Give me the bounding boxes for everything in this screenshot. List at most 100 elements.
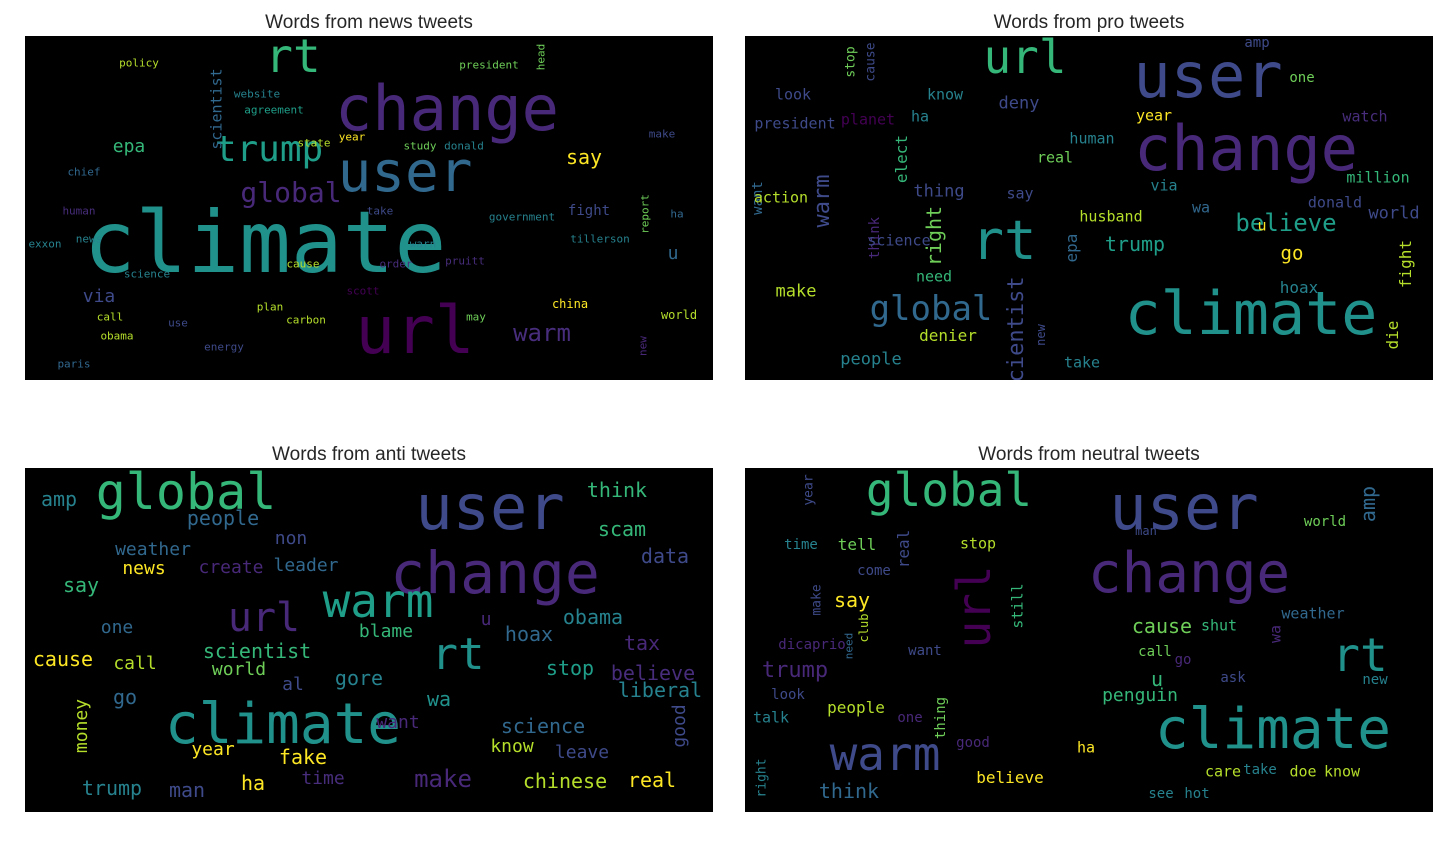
word-neutral-user: user: [1109, 471, 1259, 544]
word-news-tillerson: tillerson: [570, 232, 630, 246]
word-neutral-look: look: [771, 687, 805, 703]
word-news-scott: scott: [346, 284, 380, 298]
word-news-cause: cause: [286, 257, 320, 271]
word-anti-tax: tax: [623, 631, 661, 655]
word-neutral-climate: climate: [1154, 697, 1392, 762]
word-neutral-take: take: [1243, 762, 1277, 778]
word-news-use: use: [168, 316, 188, 330]
word-anti-world: world: [211, 659, 267, 680]
word-neutral-ask: ask: [1220, 670, 1246, 686]
word-anti-chinese: chinese: [522, 769, 608, 793]
news-panel-title: Words from news tweets: [265, 12, 473, 33]
word-news-new: new: [636, 336, 650, 356]
neutral-panel-title: Words from neutral tweets: [978, 444, 1200, 465]
word-pro-action: action: [753, 188, 809, 207]
word-pro-year: year: [1135, 106, 1173, 125]
word-neutral-make: make: [809, 584, 825, 616]
word-news-news: news: [75, 232, 103, 246]
word-pro-make: make: [775, 281, 817, 302]
word-news-warn: warn: [409, 237, 437, 251]
word-neutral-call: call: [1138, 644, 1172, 660]
word-anti-cause: cause: [32, 647, 94, 671]
word-neutral-rt: rt: [1332, 628, 1388, 682]
word-news-president: president: [459, 58, 519, 72]
word-news-take: take: [366, 204, 394, 218]
word-neutral-wa: wa: [1266, 624, 1285, 644]
word-pro-planet: planet: [840, 110, 896, 129]
word-pro-hoax: hoax: [1279, 278, 1319, 297]
word-news-government: government: [488, 210, 556, 224]
word-neutral-time: time: [784, 537, 818, 553]
word-neutral-thing: thing: [933, 696, 949, 740]
word-news-science: science: [123, 267, 171, 281]
word-neutral-doe: doe: [1289, 762, 1317, 781]
word-news-make: make: [648, 127, 676, 141]
word-anti-change: change: [390, 539, 600, 607]
word-neutral-believe: believe: [976, 768, 1044, 787]
word-neutral-club: club: [857, 613, 871, 643]
word-neutral-penguin: penguin: [1102, 685, 1178, 706]
word-news-via: via: [82, 286, 116, 307]
word-neutral-world: world: [1303, 514, 1347, 530]
word-anti-money: money: [71, 698, 92, 754]
word-anti-real: real: [627, 768, 677, 792]
word-pro-science: science: [867, 231, 931, 250]
word-pro-donald: donald: [1307, 193, 1363, 212]
word-news-year: year: [338, 130, 366, 144]
word-pro-say: say: [1006, 184, 1034, 203]
word-neutral-cause: cause: [1131, 614, 1193, 638]
word-news-url: url: [355, 292, 475, 369]
word-news-user: user: [337, 140, 473, 205]
word-neutral-need: need: [842, 632, 856, 660]
word-anti-leader: leader: [273, 555, 339, 576]
word-neutral-care: care: [1204, 762, 1242, 781]
word-anti-warm: warm: [322, 574, 434, 628]
word-neutral-talk: talk: [752, 708, 790, 727]
word-pro-amp: amp: [1244, 36, 1270, 51]
word-news-energy: energy: [204, 340, 244, 354]
word-news-study: study: [403, 139, 437, 153]
word-neutral-new: new: [1362, 672, 1388, 688]
word-anti-leave: leave: [554, 742, 610, 763]
word-pro-via: via: [1150, 176, 1178, 195]
word-anti-u: u: [480, 609, 492, 630]
word-news-u: u: [667, 243, 679, 264]
word-pro-people: people: [840, 349, 902, 370]
word-news-website: website: [233, 87, 281, 101]
word-news-climate: climate: [83, 193, 447, 293]
word-neutral-global: global: [865, 468, 1033, 517]
word-anti-liberal: liberal: [617, 678, 703, 702]
word-news-may: may: [466, 310, 486, 324]
word-anti-scientist: scientist: [202, 639, 312, 663]
word-neutral-see: see: [1148, 786, 1174, 802]
word-pro-know: know: [926, 85, 964, 104]
word-news-head: head: [534, 43, 548, 71]
word-neutral-ha: ha: [1076, 738, 1096, 757]
word-anti-science: science: [500, 714, 586, 738]
word-pro-wa: wa: [1191, 198, 1211, 217]
word-neutral-dicaprio: dicaprio: [778, 637, 846, 653]
word-anti-ha: ha: [240, 771, 266, 795]
word-neutral-u: u: [1150, 667, 1164, 691]
word-anti-non: non: [274, 528, 308, 549]
word-pro-million: million: [1346, 168, 1410, 187]
word-pro-go: go: [1280, 242, 1304, 265]
word-news-plan: plan: [256, 300, 284, 314]
word-pro-take: take: [1063, 353, 1101, 372]
word-neutral-hot: hot: [1184, 786, 1210, 802]
word-neutral-stop: stop: [959, 534, 997, 553]
word-pro-stop: stop: [843, 46, 859, 78]
word-neutral-amp: amp: [1356, 485, 1380, 523]
word-pro-human: human: [1069, 129, 1115, 148]
word-neutral-good: good: [956, 735, 990, 751]
neutral-word-cloud: user global change climate warm url rt year amp w…: [745, 468, 1433, 812]
word-pro-global: global: [869, 289, 993, 329]
word-neutral-trump: trump: [761, 658, 829, 683]
word-pro-trump: trump: [1104, 232, 1166, 256]
word-neutral-year: year: [801, 474, 817, 506]
word-pro-believe: believe: [1235, 209, 1337, 237]
word-neutral-people: people: [827, 698, 885, 717]
word-neutral-want: want: [908, 643, 942, 659]
word-pro-ha: ha: [910, 107, 930, 126]
word-pro-real: real: [1036, 148, 1074, 167]
